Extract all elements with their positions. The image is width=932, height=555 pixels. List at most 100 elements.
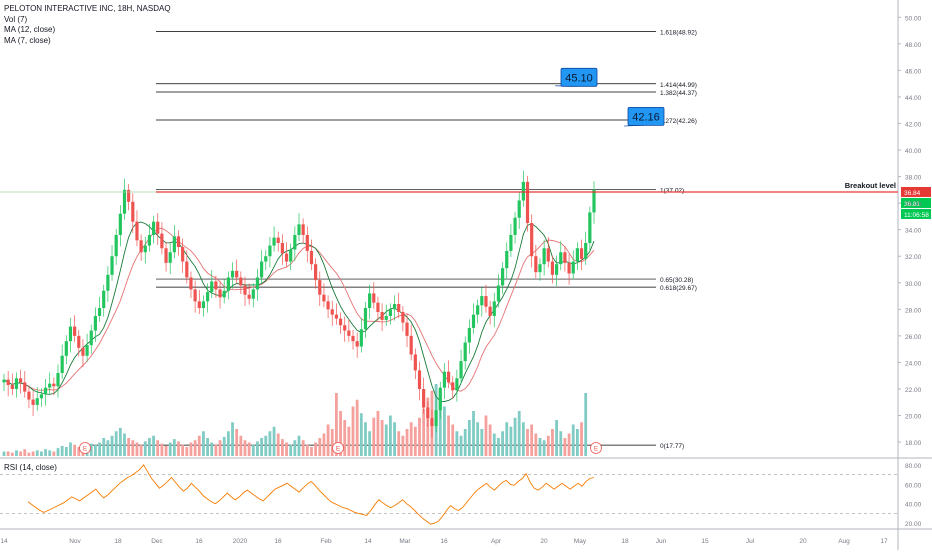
legend-ma-12[interactable]: MA (12, close): [4, 25, 56, 34]
volume-bar: [10, 452, 14, 456]
candle-body: [19, 378, 23, 383]
volume-bar: [530, 424, 534, 456]
candle-body: [426, 407, 430, 419]
time-axis[interactable]: 14 Nov 18 Dec 16 2020 16 Feb 14 Mar 16 Apr 20 May 18 Ju…: [0, 538, 888, 545]
candle-body: [442, 371, 447, 388]
price-tick-label: 46.00: [905, 68, 922, 75]
candle-body: [197, 301, 201, 308]
candle-body: [359, 329, 363, 347]
candle-body: [430, 418, 434, 427]
volume-bar: [418, 417, 421, 456]
volume-bar: [181, 444, 185, 456]
price-tag-label: 36.81: [904, 201, 921, 208]
candle-body: [347, 330, 351, 336]
volume-bar: [202, 431, 205, 456]
volume-bar: [123, 433, 126, 456]
candle-body: [521, 181, 525, 201]
candle-body: [102, 290, 106, 308]
symbol-title[interactable]: PELOTON INTERACTIVE INC, 18H, NASDAQ: [4, 4, 171, 13]
volume-bar: [459, 435, 463, 456]
price-tick-label: 30.00: [905, 281, 922, 288]
candle-body: [330, 309, 334, 315]
legend-volume[interactable]: Vol (7): [4, 14, 28, 24]
candle-body: [193, 289, 197, 302]
candle-body: [305, 234, 309, 251]
volume-bar: [359, 413, 363, 456]
rsi-line: [27, 464, 595, 525]
candle-body: [247, 294, 251, 299]
volume-bar: [347, 426, 351, 456]
candle-body: [230, 270, 235, 278]
candle-body: [205, 292, 210, 302]
candle-body: [255, 277, 260, 290]
volume-bar: [521, 422, 525, 456]
candle-body: [214, 281, 218, 290]
candle-body: [351, 335, 355, 342]
price-callouts[interactable]: 45.10 42.16: [554, 67, 665, 127]
price-tick-label: 48.00: [905, 42, 922, 49]
time-tick-label: Nov: [69, 538, 81, 545]
candle-body: [525, 181, 530, 224]
volume-bar: [505, 422, 509, 456]
volume-bar: [272, 426, 276, 456]
legend-ma-7[interactable]: MA (7, close): [4, 35, 51, 45]
candle-body: [106, 274, 110, 291]
volume-bar: [318, 438, 322, 456]
volume-bar: [102, 438, 106, 456]
volume-bar: [218, 440, 222, 456]
candle-body: [56, 373, 60, 387]
candle-body: [10, 384, 14, 389]
volume-bar: [538, 438, 542, 456]
candle-body: [505, 250, 509, 269]
volume-bar: [497, 438, 500, 456]
volume-bar: [559, 431, 563, 456]
price-tick-label: 38.00: [905, 175, 922, 182]
candle-body: [492, 301, 496, 316]
candle-body: [52, 383, 56, 387]
candle-body: [168, 252, 172, 263]
volume-bar: [264, 435, 268, 456]
volume-bar: [197, 435, 201, 456]
price-tick-label: 20.00: [905, 414, 922, 421]
volume-bar: [185, 447, 189, 456]
volume-bar: [368, 431, 372, 456]
volume-bar: [268, 431, 272, 456]
candle-body: [459, 361, 463, 379]
time-tick-label: 16: [440, 538, 448, 545]
candle-body: [592, 189, 596, 213]
volume-bar: [330, 429, 334, 456]
volume-bar: [94, 444, 97, 456]
price-tick-label: 42.00: [905, 121, 922, 128]
fib-level-label: 0.618(29.67): [660, 285, 697, 292]
candle-body: [546, 248, 550, 262]
candle-body: [185, 261, 189, 278]
candle-body: [384, 315, 388, 320]
price-tick-label: 22.00: [905, 387, 922, 394]
candle-body: [480, 296, 484, 306]
volume-bar: [156, 440, 160, 456]
candle-body: [467, 327, 471, 343]
candle-body: [43, 387, 48, 395]
price-axis[interactable]: 50.00 48.00 46.00 44.00 42.00 40.00 38.00 36.00…: [898, 15, 922, 447]
volume-bar: [534, 433, 538, 456]
price-tick-label: 28.00: [905, 307, 922, 314]
fib-level-label: 1.414(44.99): [660, 82, 697, 89]
candle-body: [409, 335, 413, 355]
rsi-pane: RSI (14, close) 80.00 60.00 40.00 20.00: [0, 463, 922, 528]
volume-bar: [546, 435, 550, 456]
volume-bar: [52, 451, 56, 456]
volume-bar: [135, 442, 139, 456]
volume-bar: [443, 406, 446, 456]
breakout-level[interactable]: Breakout level 36.84 36.81 11:06:58: [0, 181, 931, 219]
volume-bar: [60, 445, 64, 456]
candle-body: [579, 248, 584, 259]
volume-bar: [301, 440, 305, 456]
volume-bar: [542, 440, 546, 456]
candle-body: [210, 281, 214, 293]
time-tick-label: 14: [0, 538, 8, 545]
volume-bar: [206, 438, 209, 456]
volume-bar: [35, 450, 39, 456]
